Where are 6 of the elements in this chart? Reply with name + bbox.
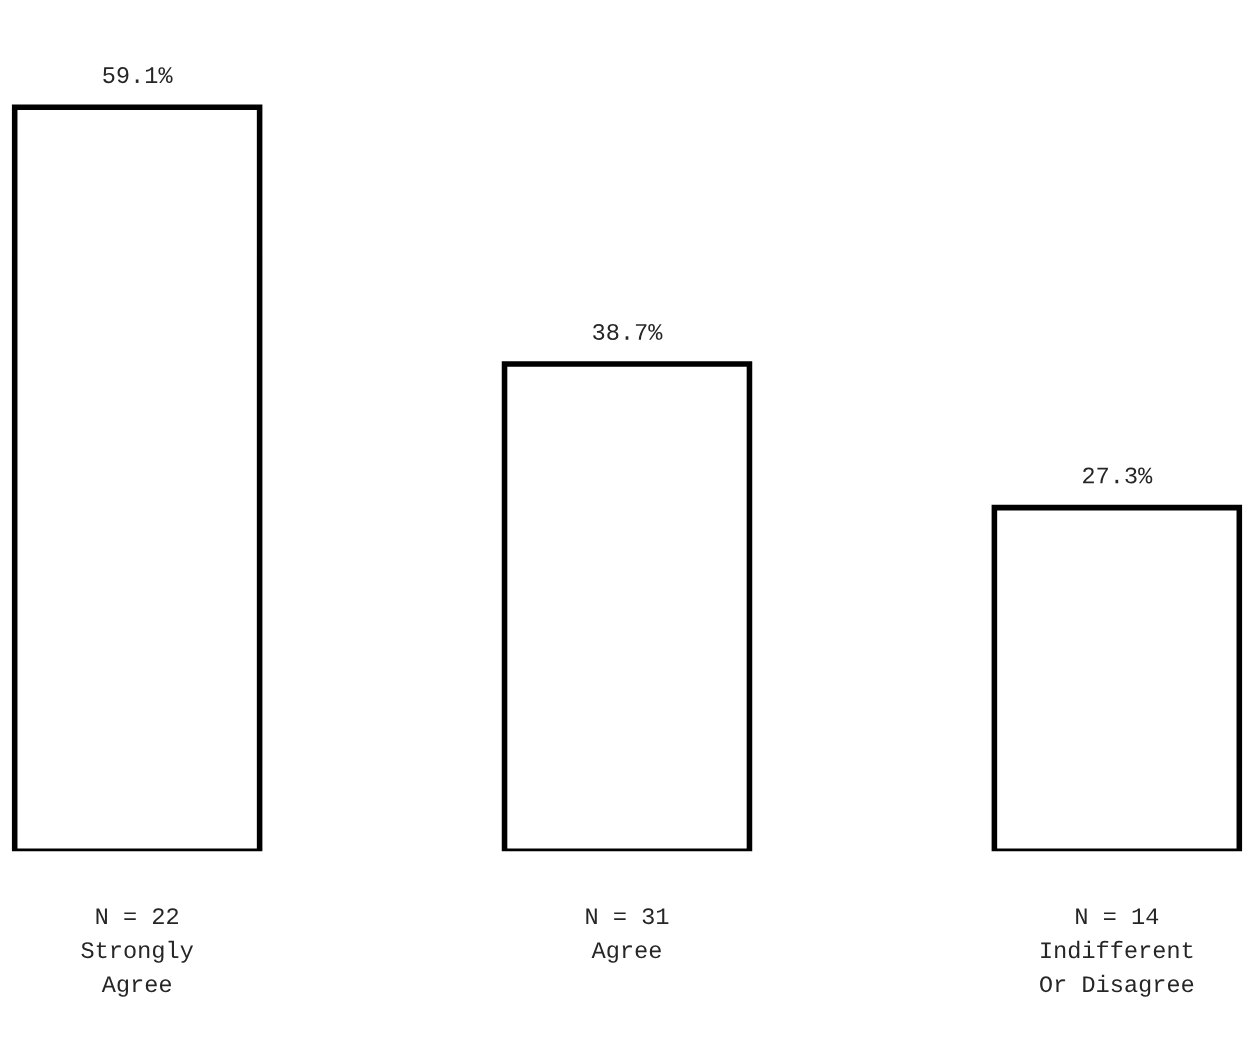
data-label: 38.7% <box>593 323 663 340</box>
data-label: 27.3% <box>1083 467 1153 484</box>
data-label: 59.1% <box>103 67 173 84</box>
x-tick-label: N = 31 Agree <box>586 908 669 963</box>
x-tick-label: N = 14 Indifferent Or Disagree <box>1040 908 1194 997</box>
x-tick-label: N = 22 Strongly Agree <box>81 908 194 997</box>
